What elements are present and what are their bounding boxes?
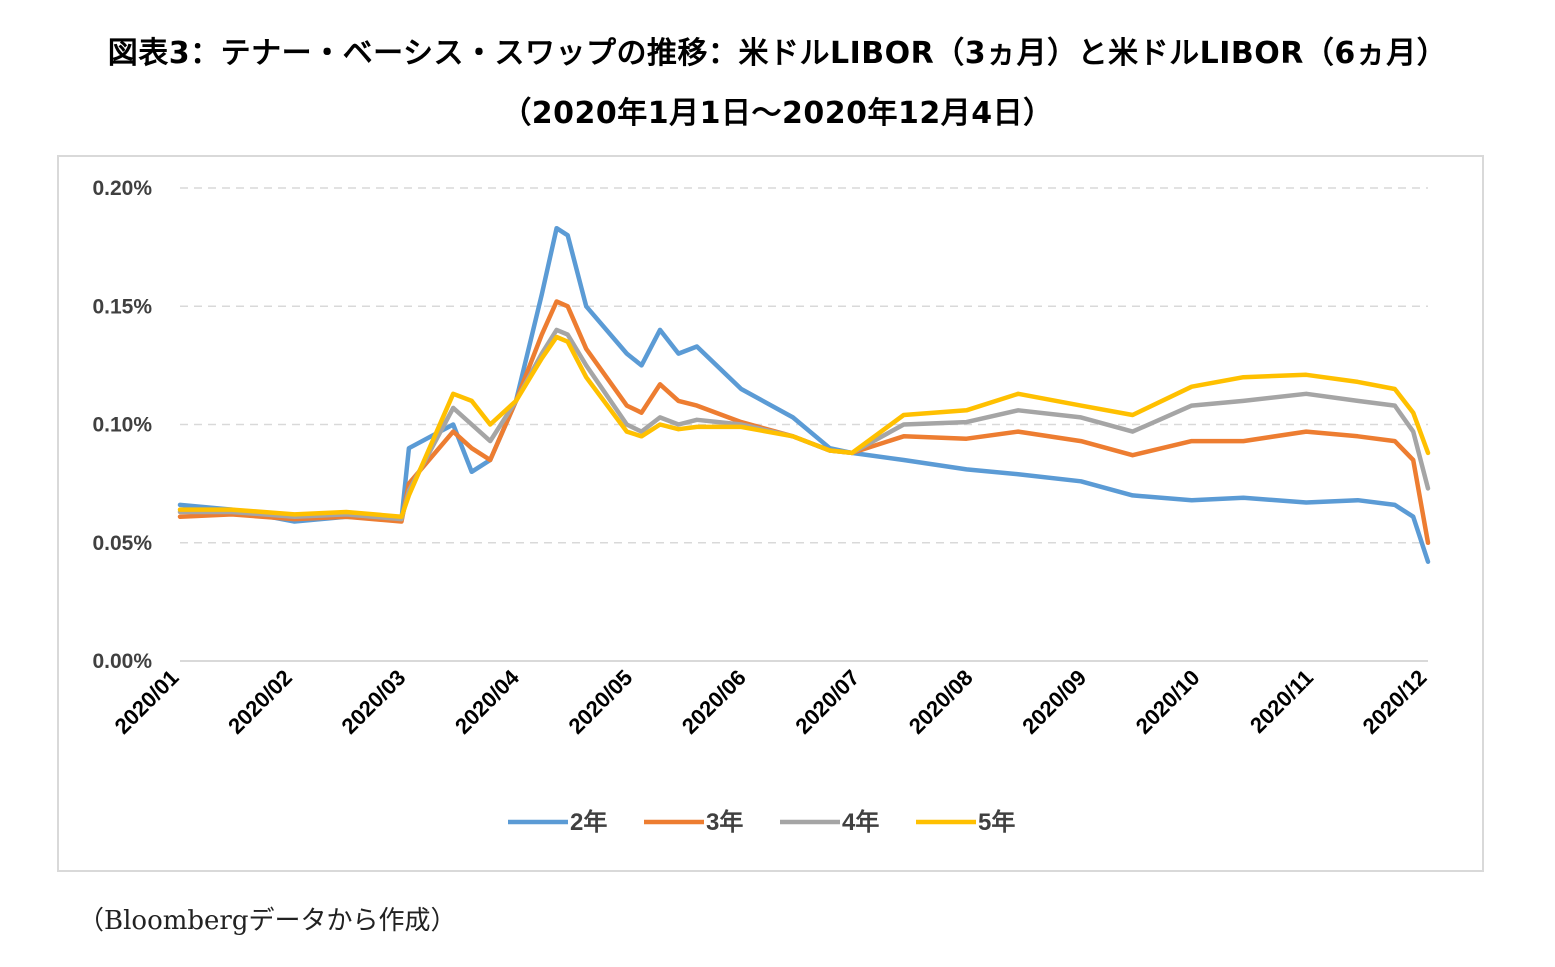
x-tick-label: 2020/01 (110, 665, 184, 739)
chart-title-line-2: （2020年1月1日～2020年12月4日） (501, 96, 1054, 131)
line-chart: 0.00% 0.05% 0.10% 0.15% 0.20% 2020/01 2020/02 2… (92, 177, 1432, 836)
y-tick-label: 0.15% (92, 295, 152, 318)
y-tick-label: 0.20% (92, 177, 152, 200)
chart-frame: 0.00% 0.05% 0.10% 0.15% 0.20% 2020/01 2020/02 2… (57, 155, 1484, 872)
source-note: （Bloombergデータから作成） (78, 906, 457, 936)
x-tick-label: 2020/09 (1017, 665, 1091, 739)
x-tick-label: 2020/03 (337, 665, 411, 739)
x-tick-label: 2020/06 (677, 665, 751, 739)
series-line-5y (177, 334, 1431, 519)
legend-label: 5年 (978, 808, 1015, 836)
x-tick-label: 2020/08 (904, 665, 978, 739)
x-tick-label: 2020/11 (1245, 665, 1318, 738)
y-tick-label: 0.00% (92, 650, 152, 673)
chart-title-line-1: 図表3：テナー・ベーシス・スワップの推移：米ドルLIBOR（3ヵ月）と米ドルLI… (107, 36, 1448, 71)
series-line-4y (177, 327, 1431, 522)
legend-label: 4年 (842, 808, 879, 836)
legend-label: 3年 (706, 808, 743, 836)
x-tick-label: 2020/02 (223, 665, 297, 739)
y-tick-label: 0.05% (92, 532, 152, 555)
x-tick-label: 2020/05 (563, 665, 637, 739)
series-line-3y (177, 299, 1431, 546)
x-tick-label: 2020/07 (790, 665, 864, 739)
x-tick-label: 2020/04 (450, 664, 524, 738)
y-tick-label: 0.10% (92, 414, 152, 437)
legend-label: 2年 (570, 808, 607, 836)
x-tick-label: 2020/12 (1358, 665, 1432, 739)
x-tick-label: 2020/10 (1131, 665, 1205, 739)
